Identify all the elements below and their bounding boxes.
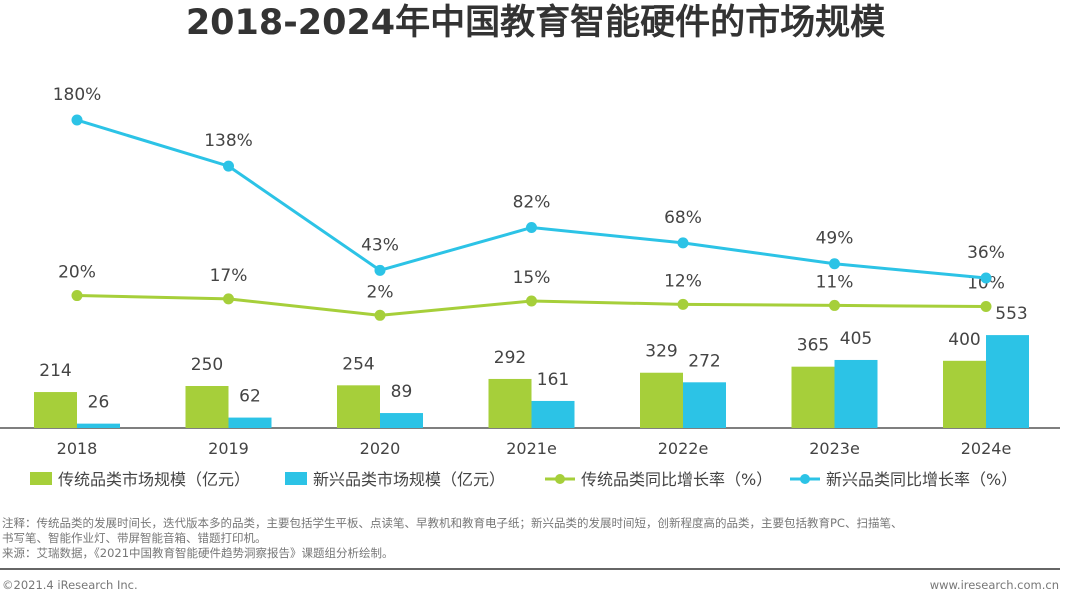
bar-label: 254 (342, 354, 374, 374)
line-label: 2% (367, 282, 394, 302)
bar-emerging (380, 413, 423, 428)
legend-label: 传统品类市场规模（亿元） (58, 470, 250, 489)
notes: 注释：传统品类的发展时间长，迭代版本多的品类，主要包括学生平板、点读笔、早教机和… (2, 516, 1062, 561)
point-traditional (677, 298, 689, 310)
bar-label: 26 (88, 393, 110, 413)
point-traditional (374, 309, 386, 321)
bar-label: 400 (948, 330, 980, 350)
source-line: 来源：艾瑞数据，《2021中国教育智能硬件趋势洞察报告》课题组分析绘制。 (2, 546, 394, 560)
website: www.iresearch.com.cn (929, 578, 1059, 592)
copyright: ©2021.4 iResearch Inc. (2, 578, 138, 592)
point-traditional (980, 301, 992, 313)
legend-label: 新兴品类同比增长率（%） (826, 470, 1017, 489)
line-label: 11% (816, 272, 854, 292)
point-emerging (526, 222, 537, 234)
note-line: 书写笔、智能作业灯、带屏智能音箱、错题打印机。 (2, 531, 267, 545)
legend-label: 传统品类同比增长率（%） (581, 470, 772, 489)
line-label: 36% (967, 243, 1005, 263)
bar-label: 365 (797, 336, 829, 356)
x-tick-label: 2022e (658, 439, 709, 458)
bar-label: 292 (494, 348, 526, 368)
line-label: 12% (664, 271, 702, 291)
line-label: 138% (204, 131, 253, 151)
legend-swatch-emerging-bar (285, 472, 307, 485)
bar-emerging (683, 382, 726, 428)
bar-traditional (34, 392, 77, 428)
line-label: 180% (53, 85, 102, 105)
x-tick-label: 2023e (809, 439, 860, 458)
point-traditional (829, 299, 840, 311)
line-label: 17% (210, 266, 248, 286)
point-emerging (829, 258, 840, 270)
bar-label: 553 (995, 304, 1027, 324)
x-tick-label: 2020 (360, 439, 401, 458)
bar-emerging (531, 400, 575, 428)
line-label: 82% (513, 193, 551, 213)
divider (0, 568, 1060, 570)
bar-emerging (986, 335, 1029, 428)
x-tick-label: 2024e (961, 439, 1012, 458)
legend-swatch-emerging-line-marker (800, 474, 810, 484)
x-tick-label: 2019 (208, 439, 249, 458)
x-tick-label: 2018 (57, 439, 98, 458)
line-label: 43% (361, 235, 399, 255)
bar-emerging (228, 417, 272, 428)
bar-traditional (640, 372, 683, 428)
bar-label: 405 (840, 329, 872, 349)
line-label: 15% (513, 268, 551, 288)
line-label: 49% (816, 229, 854, 249)
legend-swatch-traditional-line-marker (555, 474, 565, 484)
point-traditional (71, 290, 83, 302)
bar-traditional (337, 385, 380, 428)
point-traditional (526, 295, 537, 307)
bar-traditional (943, 360, 986, 428)
bar-emerging (77, 423, 120, 428)
point-emerging (71, 114, 83, 126)
legend-label: 新兴品类市场规模（亿元） (313, 470, 505, 489)
bar-traditional (791, 366, 835, 428)
combo-chart: 214 26 2018 250 62 2019 254 89 2020 292 161 2021e 32… (0, 85, 1060, 489)
point-emerging (223, 160, 234, 172)
line-label: 68% (664, 208, 702, 228)
x-tick-label: 2021e (506, 439, 557, 458)
note-line: 注释：传统品类的发展时间长，迭代版本多的品类，主要包括学生平板、点读笔、早教机和… (2, 516, 903, 530)
bar-label: 329 (645, 342, 677, 362)
bar-traditional (185, 386, 229, 428)
chart-title: 2018-2024年中国教育智能硬件的市场规模 (185, 3, 886, 43)
bar-label: 214 (39, 361, 71, 381)
bar-label: 250 (191, 355, 223, 375)
point-emerging (677, 237, 689, 249)
bar-label: 272 (688, 351, 720, 371)
bar-emerging (834, 359, 878, 428)
bar-label: 161 (537, 370, 569, 390)
line-label: 20% (58, 263, 96, 283)
bar-label: 89 (391, 382, 413, 402)
point-emerging (374, 264, 386, 276)
bar-label: 62 (239, 387, 261, 407)
legend-swatch-traditional-bar (30, 472, 52, 485)
point-traditional (223, 293, 234, 305)
bar-traditional (488, 378, 532, 428)
point-emerging (980, 272, 992, 284)
